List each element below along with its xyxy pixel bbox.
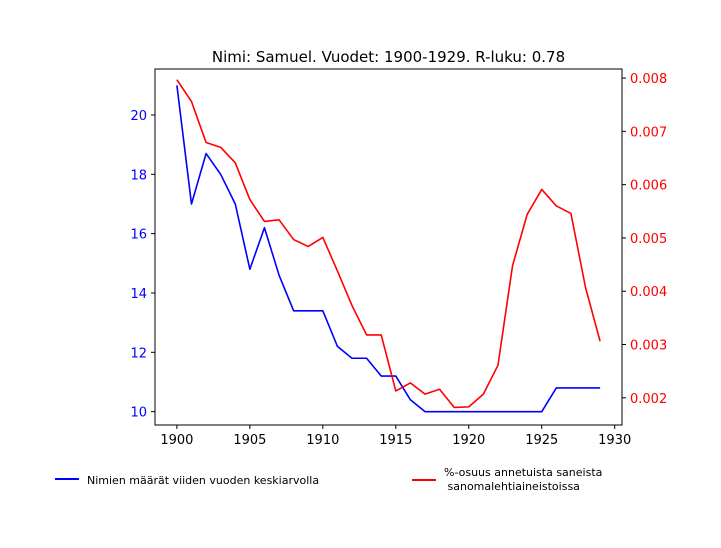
left-tick-label: 10 [130,406,147,421]
right-tick-label: 0.008 [630,72,667,87]
x-tick-label: 1900 [160,433,193,448]
chart-title: Nimi: Samuel. Vuodet: 1900-1929. R-luku:… [212,48,565,66]
right-tick-label: 0.005 [630,232,667,247]
legend-label-series-2: %-osuus annetuista saneista sanomalehtia… [444,466,602,493]
left-tick-label: 18 [130,168,147,183]
series-line-1 [176,85,601,413]
left-tick-label: 12 [130,346,147,361]
left-tick-label: 16 [130,228,147,243]
legend-label-series-1: Nimien määrät viiden vuoden keskiarvolla [87,474,319,487]
plot-area: 1900 1905 1910 1915 1920 1925 1930 10 12 14 16 18 20… [130,68,667,448]
right-tick-label: 0.002 [630,392,667,407]
x-tick-label: 1915 [379,433,412,448]
left-tick-label: 14 [130,287,147,302]
x-tick-label: 1925 [525,433,558,448]
x-tick-label: 1930 [598,433,631,448]
x-tick-label: 1910 [306,433,339,448]
legend-label-line: %-osuus annetuista saneista [444,466,602,479]
right-tick-label: 0.007 [630,125,667,140]
plot-frame [154,68,623,426]
legend-label-line: sanomalehtiaineistoissa [444,480,580,493]
x-tick-label: 1905 [233,433,266,448]
legend: Nimien määrät viiden vuoden keskiarvolla… [55,466,602,493]
series-line-2 [176,79,601,409]
left-tick-label: 20 [130,109,147,124]
x-tick-label: 1920 [452,433,485,448]
right-tick-label: 0.006 [630,179,667,194]
right-tick-label: 0.004 [630,285,667,300]
right-tick-label: 0.003 [630,339,667,354]
